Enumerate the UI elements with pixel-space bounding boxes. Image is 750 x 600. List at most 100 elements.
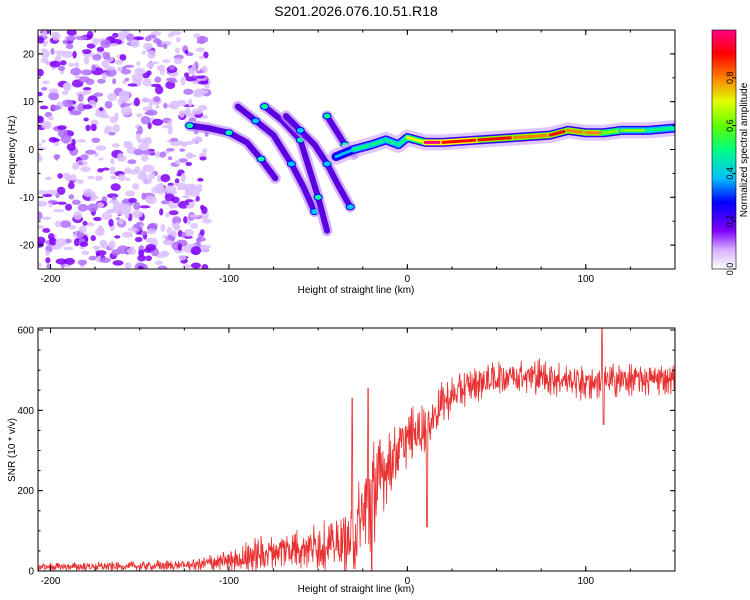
noise-speckle — [134, 166, 141, 173]
ridge-core — [646, 126, 675, 132]
noise-speckle — [154, 260, 163, 266]
noise-speckle — [183, 228, 194, 237]
noise-speckle — [160, 250, 170, 258]
noise-speckle — [97, 225, 104, 234]
noise-speckle — [162, 239, 172, 245]
noise-speckle — [38, 36, 45, 44]
x-tick-label: 0 — [405, 274, 411, 285]
noise-speckle — [119, 54, 127, 61]
x-tick-label: -200 — [40, 576, 60, 587]
noise-speckle — [82, 220, 88, 226]
noise-speckle — [135, 132, 141, 141]
noise-speckle — [81, 69, 93, 76]
noise-speckle — [159, 208, 164, 216]
noise-speckle — [38, 200, 48, 207]
noise-speckle — [62, 83, 70, 89]
noise-speckle — [82, 49, 92, 55]
noise-speckle — [78, 76, 90, 83]
noise-speckle — [183, 235, 193, 239]
noise-speckle — [93, 92, 104, 97]
noise-speckle — [183, 216, 188, 224]
colorbar-gradient — [711, 29, 737, 270]
y-tick-label: 200 — [17, 486, 34, 497]
noise-speckle — [41, 139, 46, 144]
noise-speckle — [74, 75, 82, 79]
noise-speckle — [127, 227, 138, 232]
noise-speckle — [82, 87, 92, 91]
noise-speckle — [78, 161, 83, 165]
noise-speckle — [112, 260, 124, 266]
noise-speckle — [132, 183, 140, 190]
noise-speckle — [91, 37, 100, 45]
noise-speckle — [97, 51, 104, 55]
noise-speckle — [48, 91, 60, 101]
noise-speckle — [57, 125, 67, 130]
noise-speckle — [141, 192, 147, 200]
noise-speckle — [137, 125, 143, 135]
noise-speckle — [101, 211, 113, 220]
noise-speckle — [83, 117, 89, 122]
noise-speckle — [116, 67, 122, 72]
noise-speckle — [90, 197, 96, 202]
noise-speckle — [181, 195, 191, 199]
snr-series-line — [38, 328, 675, 571]
noise-speckle — [65, 43, 74, 50]
noise-speckle — [191, 64, 196, 73]
noise-speckle — [128, 197, 137, 204]
noise-speckle — [124, 190, 136, 197]
noise-speckle — [138, 249, 145, 257]
noise-speckle — [45, 176, 53, 181]
y-tick-label: 600 — [17, 326, 34, 337]
noise-speckle — [92, 245, 101, 250]
noise-speckle — [82, 104, 93, 110]
noise-speckle — [68, 62, 75, 67]
noise-speckle — [191, 108, 203, 115]
noise-speckle — [42, 80, 50, 85]
noise-speckle — [178, 255, 187, 261]
noise-speckle — [41, 30, 48, 37]
noise-speckle — [155, 183, 165, 190]
noise-speckle — [90, 235, 96, 242]
noise-speckle — [97, 78, 106, 84]
y-tick-label: 20 — [23, 49, 35, 60]
noise-speckle — [133, 201, 141, 211]
colorbar-tick-label: 0.8 — [725, 72, 735, 85]
noise-speckle — [55, 258, 68, 265]
noise-speckle — [68, 224, 77, 230]
noise-speckle — [77, 203, 89, 212]
noise-speckle — [190, 223, 199, 229]
noise-speckle — [74, 61, 79, 70]
noise-speckle — [102, 167, 110, 171]
noise-speckle — [185, 76, 196, 82]
noise-speckle — [166, 147, 175, 152]
noise-speckle — [180, 173, 187, 183]
noise-speckle — [154, 85, 164, 95]
noise-speckle — [158, 151, 167, 158]
noise-speckle — [169, 137, 179, 142]
noise-speckle — [157, 265, 168, 269]
colorbar-tick-label: 0.4 — [725, 167, 735, 180]
noise-speckle — [92, 53, 102, 61]
noise-speckle — [146, 227, 157, 235]
noise-speckle — [167, 103, 176, 109]
noise-speckle — [147, 34, 157, 39]
noise-speckle — [177, 243, 183, 251]
noise-speckle — [197, 80, 209, 85]
noise-speckle — [114, 235, 121, 239]
ridge-core — [477, 136, 516, 142]
branch-hotspot — [251, 117, 261, 125]
branch-hotspot — [286, 160, 296, 168]
noise-speckle — [167, 120, 173, 126]
noise-speckle — [165, 212, 171, 218]
noise-speckle — [161, 124, 173, 129]
noise-speckle — [77, 103, 86, 112]
noise-speckle — [175, 36, 181, 43]
branch-hotspot — [260, 102, 270, 110]
noise-speckle — [98, 106, 104, 112]
noise-speckle — [168, 210, 179, 216]
branch-hotspot — [224, 129, 234, 137]
x-tick-label: -100 — [219, 274, 239, 285]
noise-speckle — [199, 229, 205, 236]
noise-speckle — [195, 195, 200, 202]
noise-speckle — [154, 151, 161, 158]
